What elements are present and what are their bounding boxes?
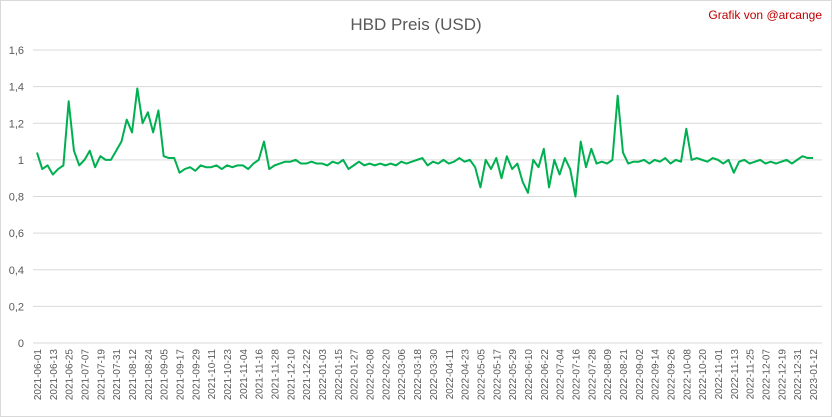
x-tick-label: 2022-05-05 [476,349,487,401]
x-tick-label: 2022-08-09 [603,349,614,401]
y-tick-label: 1,2 [9,118,24,130]
x-tick-label: 2021-08-12 [128,349,139,401]
x-tick-label: 2022-04-11 [445,349,456,400]
x-tick-label: 2022-03-18 [413,349,424,401]
x-tick-label: 2021-11-04 [239,349,250,400]
x-tick-label: 2021-09-29 [191,349,202,401]
x-tick-label: 2022-12-31 [793,349,804,401]
x-tick-label: 2023-01-12 [809,349,820,401]
line-series [36,87,813,198]
y-tick-label: 1 [18,155,24,167]
y-tick-label: 0,8 [9,192,24,204]
annotation: Grafik von @arcange [708,8,822,22]
x-tick-label: 2021-07-07 [81,349,92,401]
x-tick-label: 2022-12-19 [777,349,788,401]
x-tick-label: 2022-09-02 [635,349,646,401]
x-tick-label: 2021-10-23 [223,349,234,401]
x-tick-label: 2022-05-17 [492,349,503,401]
x-tick-label: 2021-11-28 [271,349,282,400]
x-tick-label: 2022-09-26 [666,349,677,401]
y-tick-label: 0,6 [9,228,24,240]
y-tick-label: 0,4 [9,265,24,277]
x-tick-label: 2022-07-16 [571,349,582,401]
x-tick-label: 2022-07-28 [587,349,598,401]
y-tick-label: 0 [18,338,24,350]
x-tick-label: 2022-07-04 [556,349,567,401]
x-tick-label: 2021-12-10 [286,349,297,401]
x-tick-label: 2022-10-20 [698,349,709,401]
x-tick-label: 2022-06-22 [540,349,551,401]
x-tick-label: 2021-06-13 [49,349,60,401]
x-tick-label: 2022-01-03 [318,349,329,401]
x-tick-label: 2022-08-21 [619,349,630,401]
x-tick-label: 2022-12-07 [761,349,772,401]
x-tick-label: 2021-12-22 [302,349,313,401]
x-tick-label: 2022-10-08 [682,349,693,401]
x-tick-label: 2022-03-30 [429,349,440,401]
y-tick-label: 1,4 [9,82,24,94]
x-tick-label: 2022-04-23 [461,349,472,401]
x-tick-label: 2021-09-17 [176,349,187,401]
y-tick-label: 1,6 [9,45,24,57]
x-tick-label: 2022-11-25 [746,349,757,400]
x-tick-label: 2022-06-10 [524,349,535,401]
x-tick-label: 2021-07-19 [96,349,107,401]
x-tick-label: 2021-10-11 [207,349,218,400]
x-tick-label: 2022-11-01 [714,349,725,400]
x-tick-label: 2022-05-29 [508,349,519,401]
x-tick-label: 2022-09-14 [651,349,662,401]
x-tick-label: 2022-02-08 [366,349,377,401]
x-tick-label: 2021-06-01 [33,349,44,401]
x-tick-label: 2021-09-05 [160,349,171,401]
x-tick-label: 2022-03-06 [397,349,408,401]
chart-title: HBD Preis (USD) [350,15,481,34]
x-tick-label: 2022-02-20 [381,349,392,401]
x-tick-label: 2021-06-25 [65,349,76,401]
x-tick-label: 2022-11-13 [730,349,741,400]
y-tick-label: 0,2 [9,301,24,313]
x-tick-label: 2022-01-27 [350,349,361,401]
x-tick-label: 2021-11-16 [255,349,266,400]
x-tick-label: 2021-08-24 [144,349,155,401]
x-tick-label: 2021-07-31 [112,349,123,401]
x-tick-label: 2022-01-15 [334,349,345,401]
